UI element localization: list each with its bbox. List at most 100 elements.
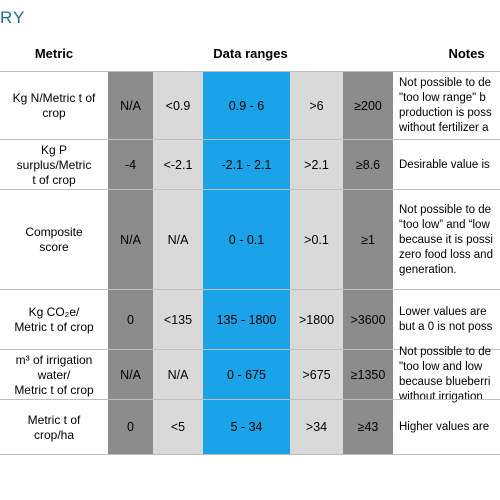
range-value: ≥200 xyxy=(354,98,382,113)
range-value: 135 - 1800 xyxy=(216,312,277,327)
metric-cell: Kg CO₂e/Metric t of crop xyxy=(0,290,108,350)
range-cell: >3600 xyxy=(343,290,393,350)
metric-cell: m³ of irrigation water/Metric t of crop xyxy=(0,350,108,400)
note-line: because blueberri xyxy=(399,376,491,388)
range-cell: 135 - 1800 xyxy=(203,290,290,350)
range-value: 0 - 0.1 xyxy=(228,232,265,247)
note-line: Not possible to de xyxy=(399,203,492,216)
range-value: -2.1 - 2.1 xyxy=(221,157,272,172)
range-cell: 0 xyxy=(108,290,153,350)
rule xyxy=(0,289,500,290)
range-value: <0.9 xyxy=(165,98,191,113)
range-cell: >1800 xyxy=(290,290,343,350)
range-value: N/A xyxy=(120,367,141,382)
note-line: Higher values are xyxy=(399,421,490,433)
range-cell: 0.9 - 6 xyxy=(203,72,290,140)
range-value: <-2.1 xyxy=(163,157,193,172)
range-cell: >0.1 xyxy=(290,190,343,290)
range-value: 0 - 675 xyxy=(227,367,266,382)
metric-cell: Kg N/Metric t of crop xyxy=(0,72,108,140)
note-line: “too low” and “low xyxy=(399,218,490,231)
metric-line: Metric t of xyxy=(27,412,81,427)
notes-cell: Lower values are but a 0 is not poss xyxy=(393,290,500,350)
note-line: Not possible to de xyxy=(399,346,492,358)
notes-cell: Not possible to de "too low range" b produ… xyxy=(393,72,500,140)
section-title: RY xyxy=(0,8,26,27)
metric-line: Kg P xyxy=(40,142,67,157)
range-value: 0 xyxy=(127,420,134,434)
range-cell: 5 - 34 xyxy=(203,400,290,455)
range-cell: <-2.1 xyxy=(153,140,203,190)
notes-cell: Desirable value is xyxy=(393,140,500,190)
rule xyxy=(0,71,500,72)
range-cell: -2.1 - 2.1 xyxy=(203,140,290,190)
range-value: 5 - 34 xyxy=(230,420,263,434)
notes-cell: Not possible to de “too low” and “low beca… xyxy=(393,190,500,290)
range-cell: ≥8.6 xyxy=(343,140,393,190)
range-cell: >34 xyxy=(290,400,343,455)
note-line: but a 0 is not poss xyxy=(399,321,493,333)
range-cell: 0 - 675 xyxy=(203,350,290,400)
range-cell: >6 xyxy=(290,72,343,140)
rule xyxy=(0,349,500,350)
range-cell: -4 xyxy=(108,140,153,190)
metric-line: t of crop xyxy=(32,172,76,187)
range-cell: ≥200 xyxy=(343,72,393,140)
rule xyxy=(0,454,500,455)
column-header: Metric xyxy=(0,38,108,68)
range-cell: >675 xyxy=(290,350,343,400)
range-value: 0 xyxy=(127,312,134,327)
range-value: ≥43 xyxy=(357,420,379,434)
column-header: Data ranges xyxy=(108,38,393,68)
notes-cell: Higher values are xyxy=(393,400,500,455)
column-header: Notes xyxy=(393,38,500,68)
range-value: ≥1 xyxy=(361,232,375,247)
range-value: N/A xyxy=(120,232,141,247)
range-value: 0.9 - 6 xyxy=(228,98,265,113)
range-value: >1800 xyxy=(298,312,335,327)
metric-line: Kg N/Metric t of xyxy=(12,91,96,105)
rule xyxy=(0,189,500,190)
metric-line: water/ xyxy=(37,367,71,382)
metric-cell: Metric t of crop/ha xyxy=(0,400,108,455)
metric-line: score xyxy=(39,240,69,254)
note-line: because it is possi xyxy=(399,233,493,246)
range-value: -4 xyxy=(124,157,137,172)
note-line: Not possible to de xyxy=(399,77,492,89)
metric-line: Metric t of crop xyxy=(14,320,94,334)
metric-line: m³ of irrigation xyxy=(15,352,93,367)
range-value: >0.1 xyxy=(304,232,329,247)
note-line: without fertilizer a xyxy=(399,122,489,134)
rule xyxy=(0,139,500,140)
notes-cell: Not possible to de "too low and low becaus… xyxy=(393,346,500,403)
metric-line: crop/ha xyxy=(33,427,75,442)
range-cell: <0.9 xyxy=(153,72,203,140)
note-line: "too low and low xyxy=(399,361,483,373)
range-cell: N/A xyxy=(108,72,153,140)
range-cell: 0 xyxy=(108,400,153,455)
column-header-text: Notes xyxy=(448,45,485,61)
range-cell: N/A xyxy=(153,190,203,290)
note-line: Lower values are xyxy=(399,306,487,318)
note-line: without irrigation xyxy=(399,391,483,403)
range-cell: >2.1 xyxy=(290,140,343,190)
metric-line: crop xyxy=(42,106,66,120)
range-value: >6 xyxy=(309,98,324,113)
metric-cell: Composite score xyxy=(0,190,108,290)
range-value: ≥1350 xyxy=(350,367,386,382)
range-cell: 0 - 0.1 xyxy=(203,190,290,290)
column-header-text: Data ranges xyxy=(213,45,288,61)
metric-line: Metric t of crop xyxy=(14,382,94,397)
range-cell: <5 xyxy=(153,400,203,455)
range-value: <135 xyxy=(163,312,193,327)
range-cell: N/A xyxy=(153,350,203,400)
range-value: N/A xyxy=(167,367,189,382)
range-value: N/A xyxy=(120,98,141,113)
range-value: >675 xyxy=(302,367,331,382)
range-value: >2.1 xyxy=(304,157,329,172)
note-line: "too low range" b xyxy=(399,92,486,104)
note-line: production is poss xyxy=(399,107,492,119)
metric-line: Composite xyxy=(25,225,83,239)
